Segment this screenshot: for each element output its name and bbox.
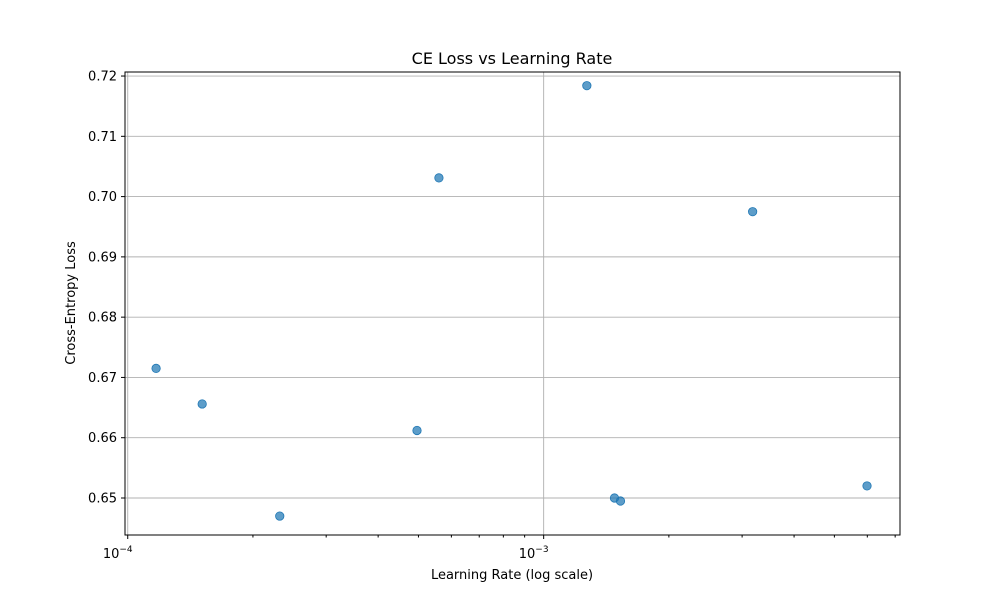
y-tick-label: 0.71 <box>88 130 117 145</box>
x-tick-label-base: 10 <box>519 547 536 562</box>
scatter-point <box>151 363 161 373</box>
scatter-point <box>615 496 626 506</box>
scatter-point <box>582 81 592 91</box>
y-tick-label: 0.66 <box>88 431 117 446</box>
scatter-point <box>434 173 444 183</box>
grid-lines <box>125 72 900 535</box>
y-tick-label: 0.67 <box>88 371 117 386</box>
chart-title: CE Loss vs Learning Rate <box>412 49 613 68</box>
scatter-point <box>197 399 207 409</box>
x-tick-label: 10−3 <box>519 545 549 562</box>
y-tick-label: 0.69 <box>88 250 117 265</box>
scatter-point <box>748 207 758 217</box>
data-points <box>151 81 872 521</box>
x-tick-label-base: 10 <box>103 547 120 562</box>
plot-area-frame <box>124 71 901 536</box>
y-tick-label: 0.72 <box>88 70 117 85</box>
y-axis-label: Cross-Entropy Loss <box>64 241 79 365</box>
scatter-point <box>275 511 285 521</box>
x-tick-label: 10−4 <box>103 545 133 562</box>
y-tick-label: 0.65 <box>88 491 117 506</box>
x-tick-label-exponent: −4 <box>119 545 133 555</box>
scatter-point <box>412 425 422 436</box>
x-axis-label: Learning Rate (log scale) <box>431 568 593 583</box>
x-tick-label-exponent: −3 <box>535 545 548 555</box>
y-tick-label: 0.68 <box>88 311 117 326</box>
y-tick-label: 0.70 <box>88 190 117 205</box>
scatter-point <box>862 481 872 491</box>
